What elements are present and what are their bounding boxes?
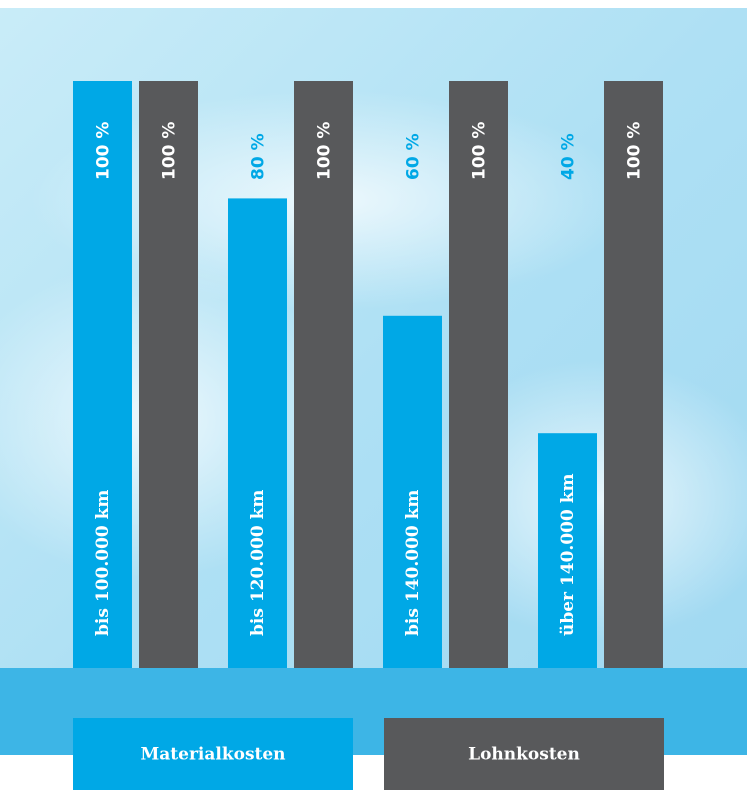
value-label: 100 % — [625, 122, 645, 180]
legend-label: Materialkosten — [140, 745, 285, 765]
category-label: bis 120.000 km — [248, 490, 268, 636]
value-label: 100 % — [315, 122, 335, 180]
chart: 100 % 100 % bis 100.000 km 80 % 100 % bis 120… — [0, 0, 747, 790]
value-label: 100 % — [470, 122, 490, 180]
category-label: über 140.000 km — [558, 473, 578, 636]
value-label: 100 % — [160, 122, 180, 180]
legend-label: Lohnkosten — [468, 745, 580, 765]
value-label: 40 % — [559, 133, 579, 180]
value-label: 80 % — [249, 133, 269, 180]
category-label: bis 140.000 km — [403, 490, 423, 636]
category-label: bis 100.000 km — [93, 490, 113, 636]
value-label: 100 % — [94, 122, 114, 180]
value-label: 60 % — [404, 133, 424, 180]
